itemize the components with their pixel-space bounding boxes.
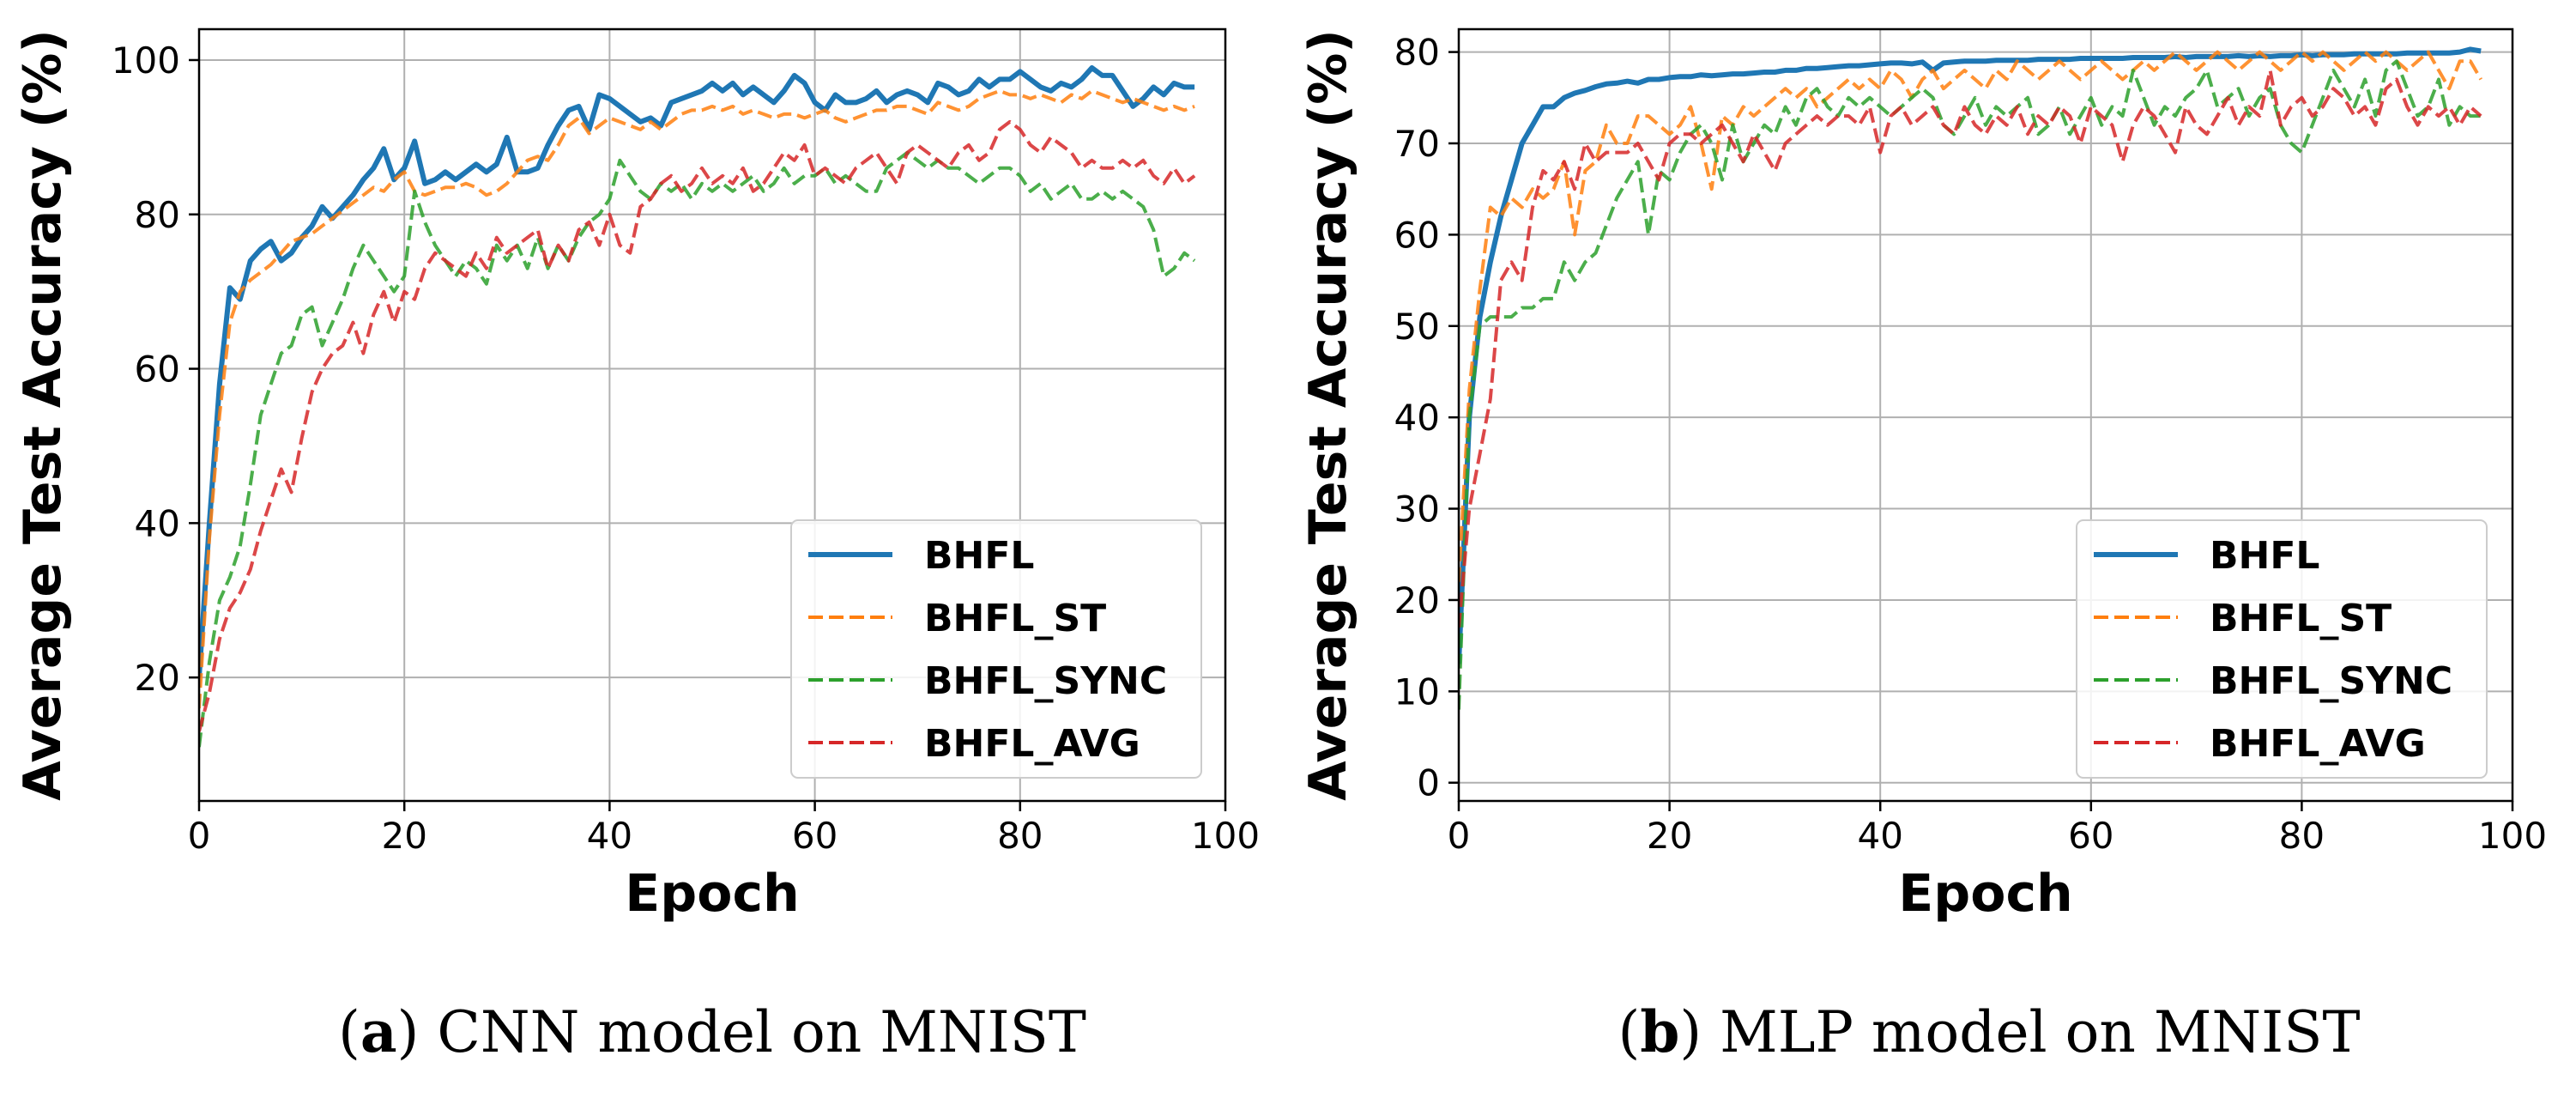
y-tick-label: 60 (1394, 214, 1440, 256)
x-axis-label: Epoch (1898, 864, 2072, 924)
caption-letter: a (360, 998, 397, 1065)
plot-frame (1457, 27, 2514, 803)
y-tick-label: 70 (1394, 123, 1440, 165)
y-tick-label: 40 (1394, 397, 1440, 439)
legend-label-bhfl: BHFL (2210, 534, 2319, 578)
panel-caption: (b) MLP model on MNIST (1618, 998, 2360, 1065)
y-tick-label: 20 (135, 657, 180, 699)
series-group (199, 65, 1196, 748)
y-tick-label: 20 (1394, 579, 1440, 622)
y-tick-label: 0 (1417, 762, 1440, 804)
x-tick-label: 60 (792, 815, 838, 857)
legend: BHFL BHFL_ST BHFL_SYNC BHFL_AVG (790, 519, 1202, 779)
y-axis-label: Average Test Accuracy (%) (1298, 29, 1358, 801)
legend-box (2076, 519, 2488, 779)
y-tick-label: 100 (112, 39, 180, 82)
x-tick-label: 0 (188, 815, 211, 857)
legend-box (790, 519, 1202, 779)
series-line-bhfl-sync (199, 150, 1196, 748)
y-tick-label: 80 (1394, 32, 1440, 74)
series-line-bhfl (199, 65, 1195, 678)
series-line-bhfl-sync (1459, 59, 2482, 710)
series-line-bhfl (1459, 46, 2482, 664)
y-tick-label: 50 (1394, 306, 1440, 348)
y-tick-label: 80 (135, 194, 180, 236)
caption-letter: b (1640, 998, 1679, 1065)
legend-label-bhfl-st: BHFL_ST (924, 597, 1106, 640)
y-tick-label: 40 (135, 502, 180, 544)
x-tick-label: 80 (997, 815, 1043, 857)
series-line-bhfl-avg (1459, 68, 2482, 628)
legend-label-bhfl-sync: BHFL_SYNC (924, 659, 1167, 703)
x-tick-label: 20 (1647, 815, 1692, 857)
x-tick-label: 40 (587, 815, 632, 857)
legend-label-bhfl-avg: BHFL_AVG (924, 722, 1140, 766)
x-tick-label: 60 (2068, 815, 2113, 857)
panel-a: 0 20 40 60 80 100 20 40 60 80 100 Epoch Average Test… (13, 27, 1260, 1065)
y-tick-label: 60 (135, 349, 180, 391)
x-tick-label: 100 (2478, 815, 2547, 857)
legend: BHFL BHFL_ST BHFL_SYNC BHFL_AVG (2076, 519, 2488, 779)
legend-label-bhfl-sync: BHFL_SYNC (2210, 659, 2452, 703)
panel-b: 0 20 40 60 80 100 0 10 20 30 40 50 60 70 80 Epoch Averag… (1298, 27, 2547, 1065)
x-tick-label: 100 (1191, 815, 1260, 857)
y-tick-label: 10 (1394, 670, 1440, 713)
x-tick-label: 0 (1448, 815, 1471, 857)
panel-caption: (a) CNN model on MNIST (338, 998, 1086, 1065)
series-line-bhfl-st (1459, 50, 2482, 582)
x-tick-label: 20 (381, 815, 426, 857)
x-tick-label: 80 (2279, 815, 2325, 857)
legend-label-bhfl-st: BHFL_ST (2210, 597, 2392, 640)
series-group (1459, 46, 2482, 710)
y-tick-label: 30 (1394, 488, 1440, 531)
x-tick-label: 40 (1857, 815, 1902, 857)
legend-label-bhfl-avg: BHFL_AVG (2210, 722, 2426, 766)
series-line-bhfl-st (199, 88, 1195, 709)
legend-label-bhfl: BHFL (924, 534, 1034, 578)
x-axis-label: Epoch (625, 864, 799, 924)
plot-frame (197, 27, 1227, 803)
y-axis-label: Average Test Accuracy (%) (13, 29, 73, 801)
series-line-bhfl-avg (199, 119, 1196, 732)
